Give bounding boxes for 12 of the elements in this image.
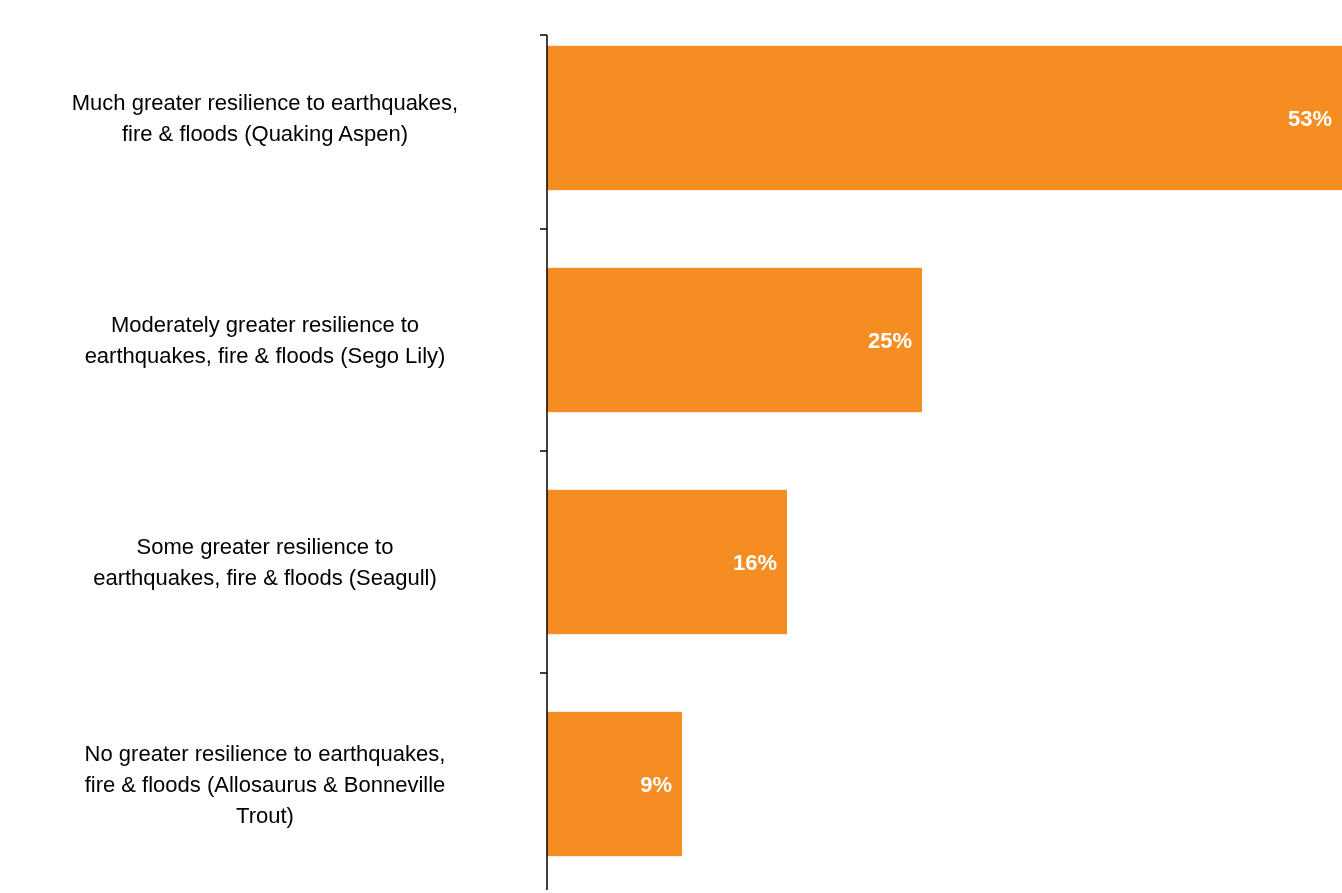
bar bbox=[547, 711, 682, 857]
y-tick-label: Some greater resilience to earthquakes, fire & floods (Seagull) bbox=[93, 534, 437, 591]
data-label: 25% bbox=[867, 327, 912, 353]
y-tick-label: Much greater resilience to earthquakes, fire & floods (Quaking Aspen) bbox=[71, 90, 459, 147]
data-label: 53% bbox=[1287, 105, 1332, 131]
y-tick-label: No greater resilience to earthquakes, fire & floods (Allosaurus & Bonneville Trout) bbox=[84, 740, 446, 828]
bar bbox=[547, 45, 1342, 191]
bar bbox=[547, 267, 922, 413]
bar bbox=[547, 489, 787, 635]
data-label: 16% bbox=[732, 549, 777, 575]
data-label: 9% bbox=[640, 771, 672, 797]
y-tick-label: Moderately greater resilience to earthquakes, fire & floods (Sego Lily) bbox=[84, 312, 446, 369]
